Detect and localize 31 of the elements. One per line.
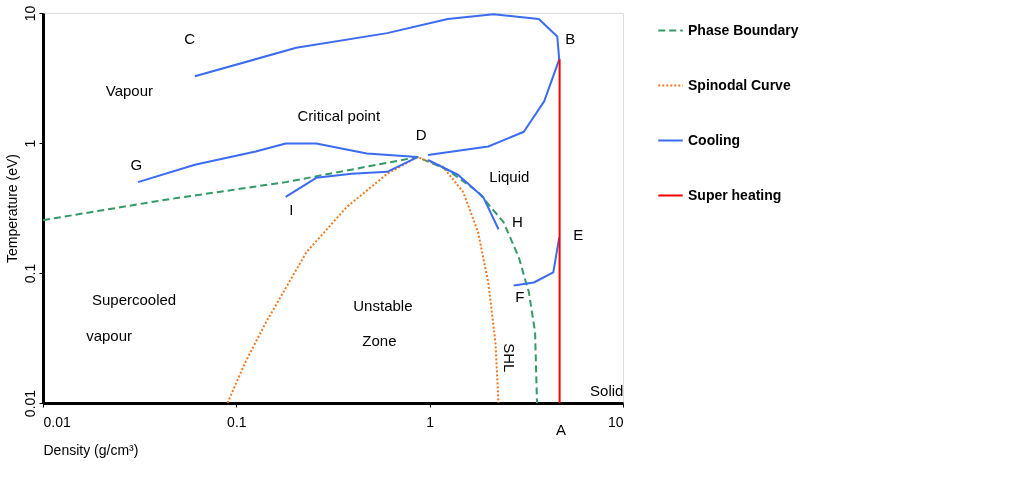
annotation: SHL — [501, 343, 519, 373]
legend-label: Cooling — [688, 131, 741, 148]
annotation: I — [289, 200, 294, 218]
annotation: vapour — [86, 326, 133, 344]
annotation: D — [415, 126, 427, 144]
legend-label: Spinodal Curve — [688, 76, 791, 93]
y-tick-label: 10 — [21, 5, 38, 22]
y-tick-label: 0.1 — [21, 263, 38, 284]
annotation: Liquid — [489, 167, 530, 185]
annotation: Supercooled — [91, 291, 177, 309]
y-axis-title: Temperature (eV) — [3, 154, 20, 263]
annotation: Vapour — [105, 82, 154, 100]
x-tick-label: 0.01 — [43, 413, 71, 430]
annotation: B — [565, 30, 576, 48]
annotation: Solid — [590, 381, 624, 399]
x-tick-label: 1 — [426, 413, 435, 430]
x-axis-title: Density (g/cm³) — [43, 441, 139, 458]
annotation: C — [184, 30, 196, 48]
annotation: G — [130, 155, 143, 173]
annotation: Unstable — [353, 296, 413, 314]
legend-label: Phase Boundary — [688, 21, 799, 38]
annotation: Zone — [362, 331, 397, 349]
y-tick-label: 1 — [21, 139, 38, 148]
annotation: Critical point — [297, 106, 381, 124]
annotation: F — [515, 288, 525, 306]
annotation: E — [573, 226, 584, 244]
x-tick-label: 10 — [607, 413, 624, 430]
annotation: H — [512, 213, 523, 231]
legend-label: Super heating — [688, 186, 782, 203]
text: A — [555, 421, 566, 439]
x-tick-label: 0.1 — [227, 413, 247, 430]
